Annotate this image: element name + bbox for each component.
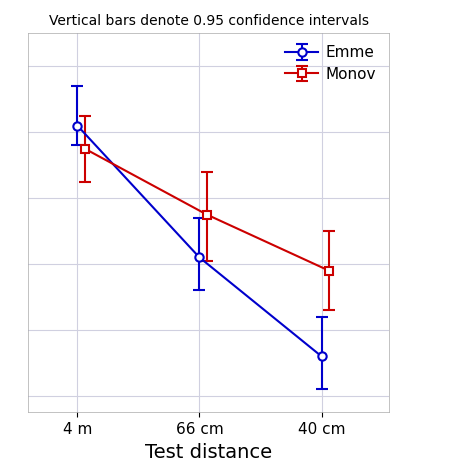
Title: Vertical bars denote 0.95 confidence intervals: Vertical bars denote 0.95 confidence int… bbox=[48, 14, 369, 28]
Legend: Emme, Monov: Emme, Monov bbox=[280, 41, 381, 86]
X-axis label: Test distance: Test distance bbox=[145, 443, 272, 462]
